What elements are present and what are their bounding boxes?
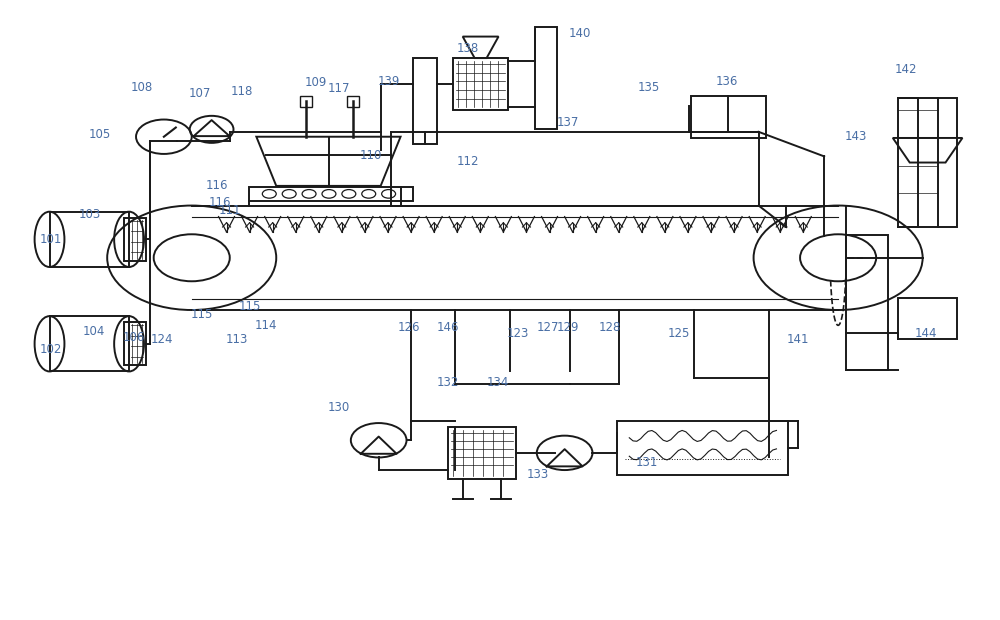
Text: 108: 108 (131, 81, 153, 94)
Text: 115: 115 (190, 308, 213, 321)
Text: 138: 138 (457, 42, 479, 55)
Text: 128: 128 (598, 321, 621, 334)
Bar (50, 211, 129, 267)
Text: 139: 139 (377, 75, 400, 88)
Text: 129: 129 (556, 321, 579, 334)
Text: 116: 116 (205, 179, 228, 192)
Bar (617, 420, 788, 475)
Bar (300, 96, 312, 107)
Text: 110: 110 (360, 149, 382, 162)
Text: 124: 124 (151, 333, 173, 346)
Text: 113: 113 (225, 333, 248, 346)
Bar (898, 98, 918, 227)
Text: 143: 143 (845, 130, 867, 143)
Text: 107: 107 (188, 87, 211, 100)
Text: 109: 109 (305, 76, 327, 89)
Text: 102: 102 (39, 343, 62, 356)
Text: 137: 137 (556, 116, 579, 129)
Text: 142: 142 (894, 63, 917, 76)
Text: 134: 134 (487, 376, 509, 389)
Text: 136: 136 (716, 75, 738, 88)
Text: 117: 117 (328, 82, 350, 95)
Text: 103: 103 (79, 208, 101, 221)
Text: 112: 112 (457, 155, 479, 168)
Bar (453, 58, 508, 110)
Text: 101: 101 (39, 233, 62, 246)
Text: 127: 127 (536, 321, 559, 334)
Text: 140: 140 (568, 27, 591, 40)
Bar (846, 235, 888, 370)
Text: 115: 115 (238, 301, 261, 314)
Bar (691, 96, 766, 138)
Text: 105: 105 (89, 128, 111, 141)
Text: 131: 131 (636, 456, 658, 469)
Text: 111: 111 (218, 204, 241, 217)
Bar (448, 427, 516, 479)
Text: 146: 146 (437, 321, 460, 334)
Text: 133: 133 (527, 468, 549, 481)
Bar (535, 27, 557, 129)
Text: 144: 144 (914, 327, 937, 340)
Text: 132: 132 (437, 376, 459, 389)
Text: 123: 123 (507, 327, 529, 340)
Text: 126: 126 (397, 321, 420, 334)
Bar (50, 316, 129, 371)
Text: 114: 114 (255, 319, 278, 332)
Bar (938, 98, 957, 227)
Text: 125: 125 (668, 327, 690, 340)
Text: 135: 135 (638, 81, 660, 94)
Text: 130: 130 (328, 401, 350, 414)
Text: 118: 118 (230, 86, 253, 99)
Text: 141: 141 (787, 333, 810, 346)
Bar (124, 322, 146, 365)
Text: 106: 106 (123, 331, 145, 344)
Text: 104: 104 (83, 325, 105, 338)
Bar (898, 298, 957, 340)
Bar (347, 96, 359, 107)
Text: 116: 116 (208, 196, 231, 209)
Bar (124, 218, 146, 261)
Bar (249, 187, 413, 201)
Bar (413, 58, 437, 144)
